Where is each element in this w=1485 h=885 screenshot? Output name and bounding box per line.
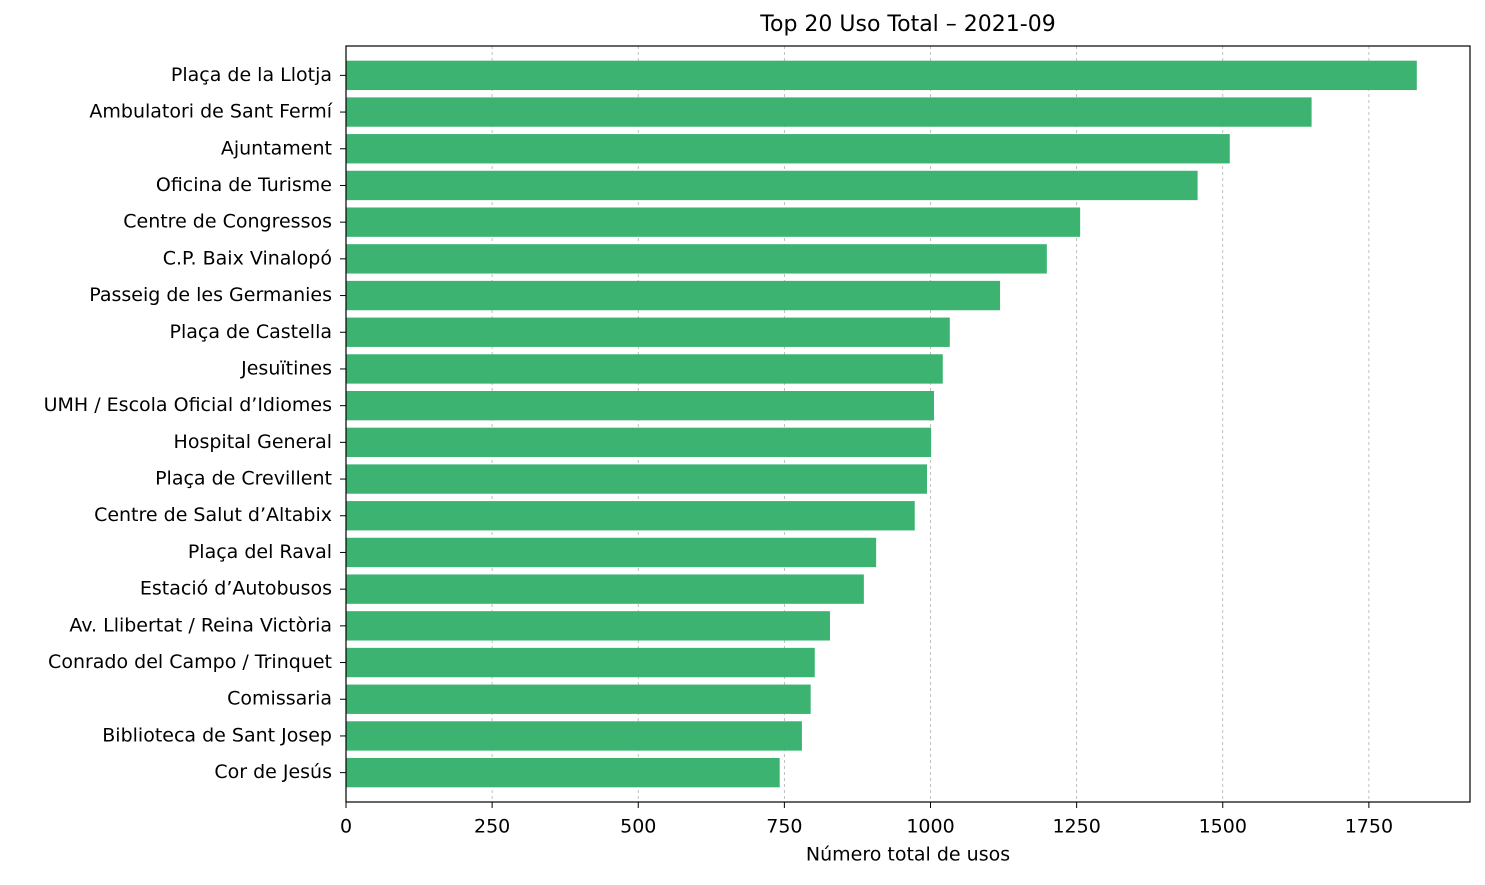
y-tick-label: Av. Llibertat / Reina Victòria: [69, 614, 332, 636]
x-axis-label: Número total de usos: [806, 844, 1010, 866]
bar: [346, 427, 932, 458]
bar: [346, 280, 1001, 311]
y-tick-label: Plaça de Crevillent: [155, 468, 332, 490]
bar: [346, 684, 811, 714]
chart-title: Top 20 Uso Total – 2021-09: [759, 12, 1055, 37]
y-tick-label: Biblioteca de Sant Josep: [102, 724, 332, 746]
bar: [346, 317, 950, 347]
bar: [346, 537, 877, 568]
y-tick-label: Plaça de Castella: [170, 321, 332, 343]
y-tick-label: Plaça del Raval: [188, 541, 332, 563]
y-tick-label: UMH / Escola Oficial d’Idiomes: [44, 394, 332, 416]
bar: [346, 390, 935, 421]
x-tick-label: 750: [766, 816, 802, 838]
x-tick-label: 250: [474, 816, 510, 838]
bar: [346, 170, 1198, 201]
y-tick-label: Hospital General: [174, 431, 332, 453]
y-tick-label: Ambulatori de Sant Fermí: [89, 101, 332, 123]
y-tick-label: Ajuntament: [221, 137, 332, 159]
bar: [346, 757, 780, 788]
y-tick-label: Estació d’Autobusos: [140, 578, 332, 600]
bar: [346, 60, 1417, 91]
y-tick-label: Plaça de la Llotja: [171, 64, 332, 86]
x-tick-label: 0: [340, 816, 352, 838]
plot-frame: [345, 45, 1471, 803]
y-tick-label: Conrado del Campo / Trinquet: [48, 651, 332, 673]
y-tick-label: Jesuïtines: [240, 357, 332, 379]
x-tick-label: 500: [620, 816, 656, 838]
y-tick-label: Passeig de les Germanies: [89, 284, 332, 306]
y-tick-label: Oficina de Turisme: [156, 174, 332, 196]
bar: [346, 574, 864, 604]
bar: [346, 647, 815, 678]
x-tick-label: 1250: [1052, 816, 1100, 838]
y-tick-label: Cor de Jesús: [214, 761, 332, 783]
bar: [346, 244, 1047, 274]
bar: [346, 464, 927, 494]
y-tick-label: Centre de Congressos: [123, 211, 332, 233]
bar: [346, 721, 802, 751]
bar: [346, 354, 943, 384]
bar: [346, 97, 1312, 127]
y-tick-label: C.P. Baix Vinalopó: [163, 247, 332, 269]
y-tick-label: Centre de Salut d’Altabix: [94, 504, 332, 526]
bar: [346, 207, 1081, 237]
bar: [346, 501, 915, 531]
bar: [346, 134, 1230, 164]
x-tick-label: 1500: [1199, 816, 1247, 838]
y-tick-label: Comissaria: [227, 688, 332, 710]
bar: [346, 611, 830, 641]
x-tick-label: 1750: [1345, 816, 1393, 838]
x-tick-label: 1000: [906, 816, 954, 838]
